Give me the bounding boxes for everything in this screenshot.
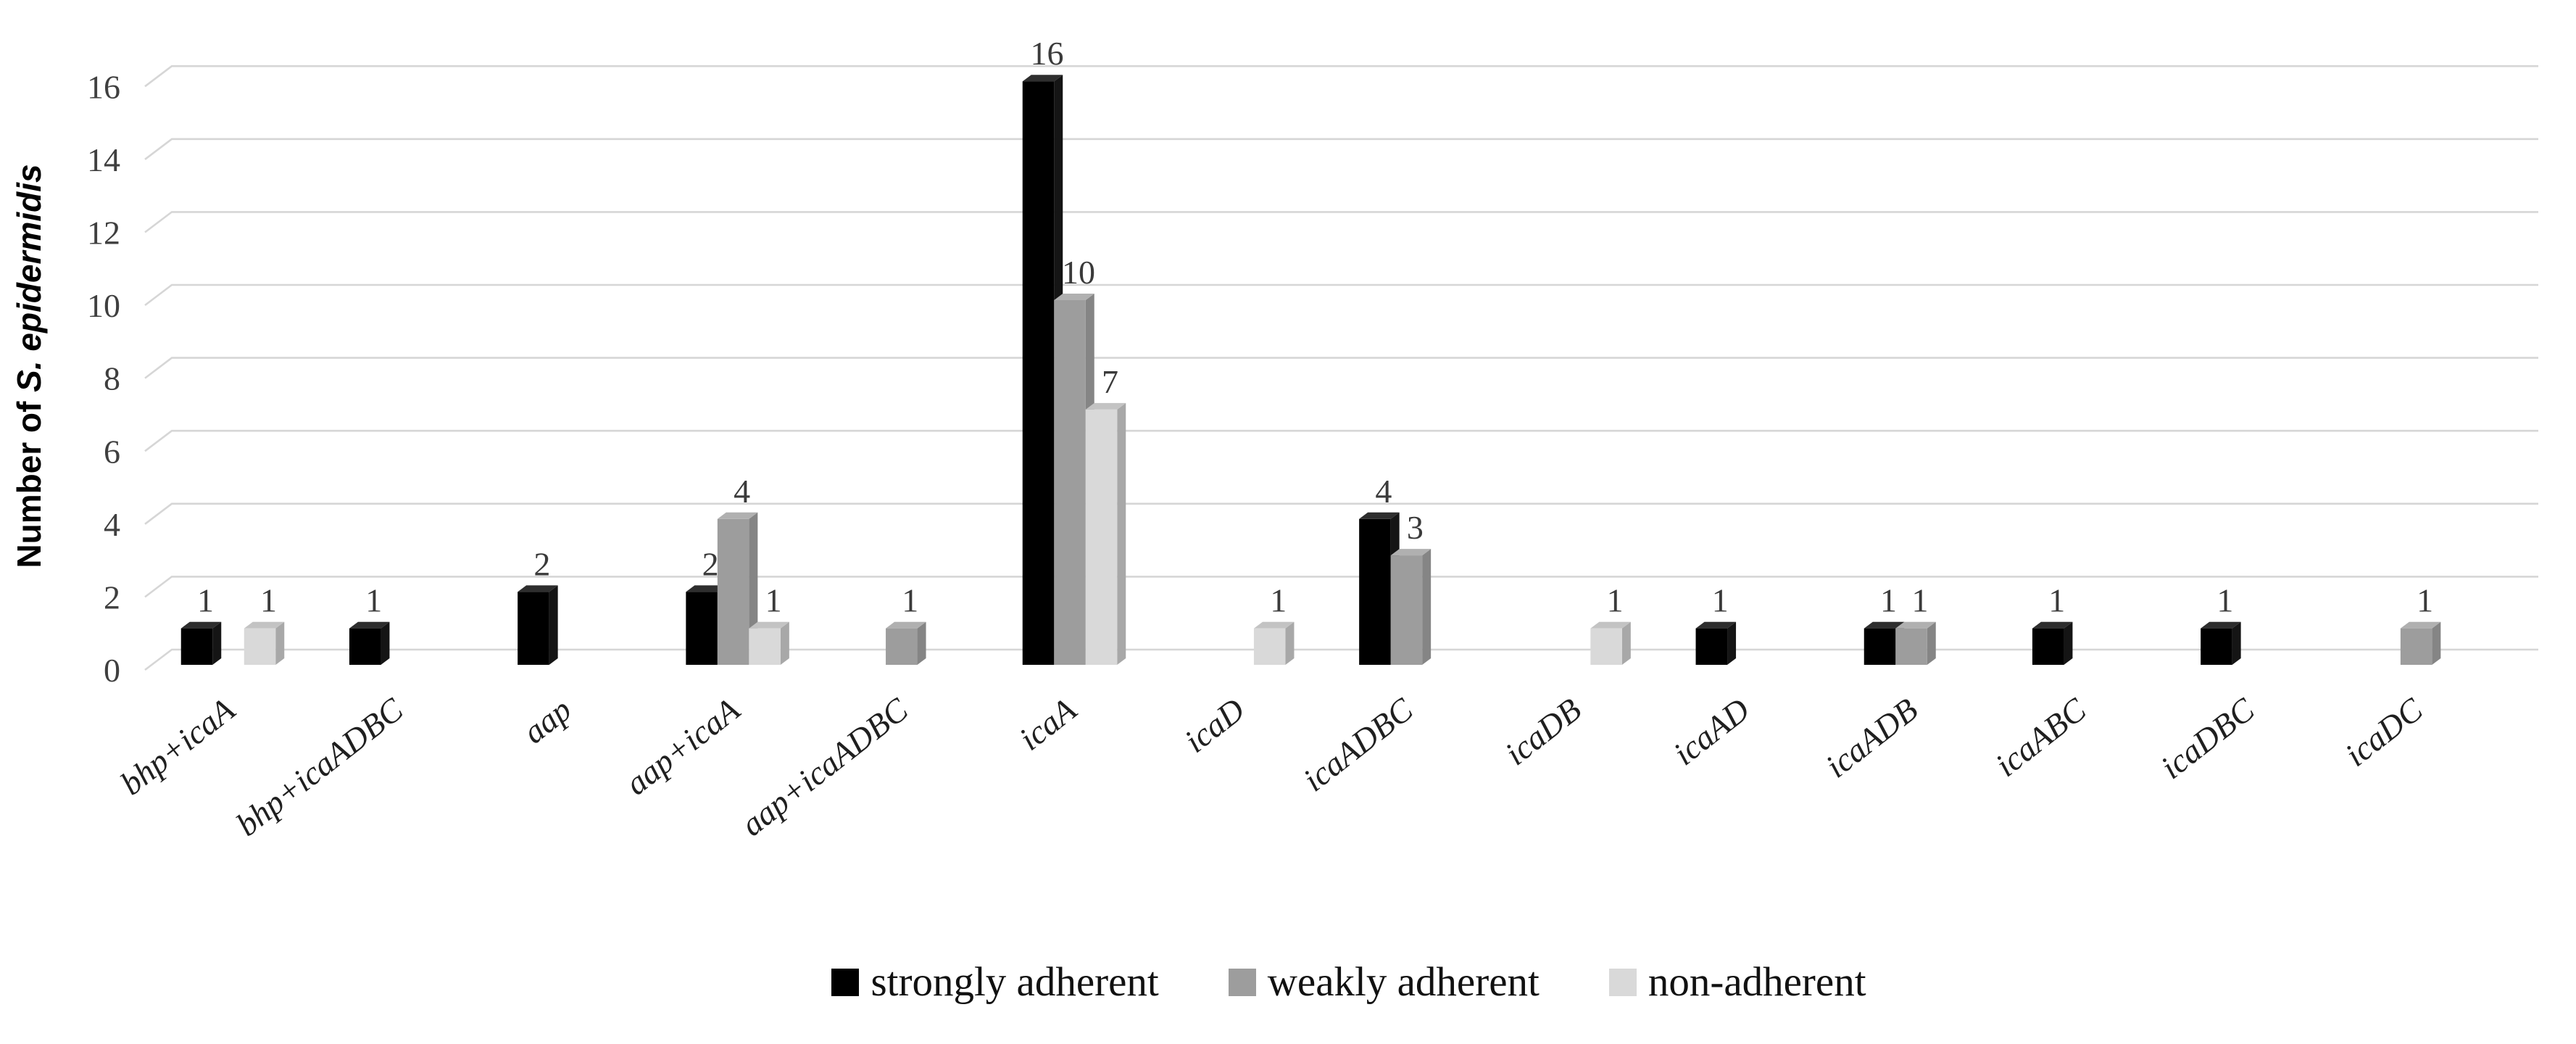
y-tick-label: 16 [87,68,120,105]
bar-icaABC-strongly-adherent [2032,621,2073,665]
value-label: 1 [365,582,382,619]
legend: strongly adherent weakly adherent non-adhe… [61,961,2576,1003]
value-label: 4 [1375,473,1392,510]
value-label: 1 [1607,582,1624,619]
legend-item-non-adherent: non-adherent [1608,959,1866,1005]
bar-icaADB-weakly-adherent [1895,621,1936,665]
y-tick-label: 6 [104,433,120,470]
value-label: 16 [1031,35,1064,72]
value-label: 2 [533,545,550,582]
bar-icaD-non-adherent [1253,621,1295,665]
value-label: 1 [2048,582,2065,619]
bars [180,75,2441,665]
value-label: 1 [1270,582,1287,619]
value-label: 1 [1912,582,1929,619]
value-label: 4 [734,473,750,510]
y-tick-label: 12 [87,215,120,252]
value-label: 1 [902,582,918,619]
category-label-icaABC: icaABC [1988,690,2093,784]
category-label-icaAD: icaAD [1666,691,1756,773]
category-label-icaADBC: icaADBC [1296,690,1420,799]
y-axis-title-prefix: Number of [10,392,48,568]
y-tick-label: 10 [87,287,120,324]
gridlines [144,65,2538,671]
legend-label: non-adherent [1648,959,1866,1005]
bar-icaA-non-adherent [1085,402,1126,665]
y-tick-label: 8 [104,360,120,397]
category-label-icaA: icaA [1012,690,1084,758]
value-label: 3 [1407,509,1424,546]
y-axis-title: Number of S. epidermidis [10,164,48,568]
bar-aap+icaA-non-adherent [749,621,789,665]
category-label-icaDB: icaDB [1498,691,1588,773]
legend-item-strongly-adherent: strongly adherent [831,959,1159,1005]
category-label-bhp+icaADBC: bhp+icaADBC [229,690,410,843]
category-label-icaDBC: icaDBC [2153,690,2261,786]
legend-label: weakly adherent [1267,959,1540,1005]
legend-item-weakly-adherent: weakly adherent [1228,959,1540,1005]
legend-swatch [1608,968,1637,996]
value-label: 1 [197,582,214,619]
bar-icaDBC-strongly-adherent [2201,621,2241,665]
category-label-bhp+icaA: bhp+icaA [113,690,241,802]
bar-aap-strongly-adherent [518,585,558,665]
value-label: 1 [1880,582,1897,619]
bar-icaDC-weakly-adherent [2400,621,2441,665]
bar-bhp+icaADBC-strongly-adherent [349,621,390,665]
bar-aap+icaADBC-weakly-adherent [886,621,926,665]
value-label: 1 [1712,582,1729,619]
bar-bhp+icaA-non-adherent [244,621,285,665]
value-label: 1 [260,582,277,619]
category-label-aap+icaA: aap+icaA [618,690,747,802]
category-label-aap: aap [516,691,578,751]
y-axis-title-species: S. epidermidis [10,164,48,392]
legend-swatch [1228,968,1256,996]
bar-icaAD-strongly-adherent [1695,621,1737,665]
value-label: 10 [1062,254,1095,291]
category-label-icaD: icaD [1177,691,1251,760]
value-label: 1 [2417,582,2433,619]
value-label: 1 [765,582,782,619]
y-axis-tick-labels: 0 2 4 6 8 10 12 14 16 [87,68,120,689]
y-tick-label: 4 [104,506,120,543]
value-label: 7 [1102,363,1118,400]
bar-icaADBC-weakly-adherent [1390,549,1432,665]
category-label-icaADB: icaADB [1819,691,1924,785]
y-tick-label: 2 [104,579,120,616]
legend-swatch [831,968,860,996]
bar-bhp+icaA-strongly-adherent [180,621,222,665]
bar-icaDB-non-adherent [1590,621,1631,665]
value-label: 2 [702,545,719,582]
value-label: 1 [2216,582,2233,619]
category-label-icaDC: icaDC [2338,690,2430,774]
y-tick-label: 0 [104,652,120,689]
legend-label: strongly adherent [871,959,1159,1005]
category-label-aap+icaADBC: aap+icaADBC [734,690,915,843]
y-tick-label: 14 [87,141,120,178]
